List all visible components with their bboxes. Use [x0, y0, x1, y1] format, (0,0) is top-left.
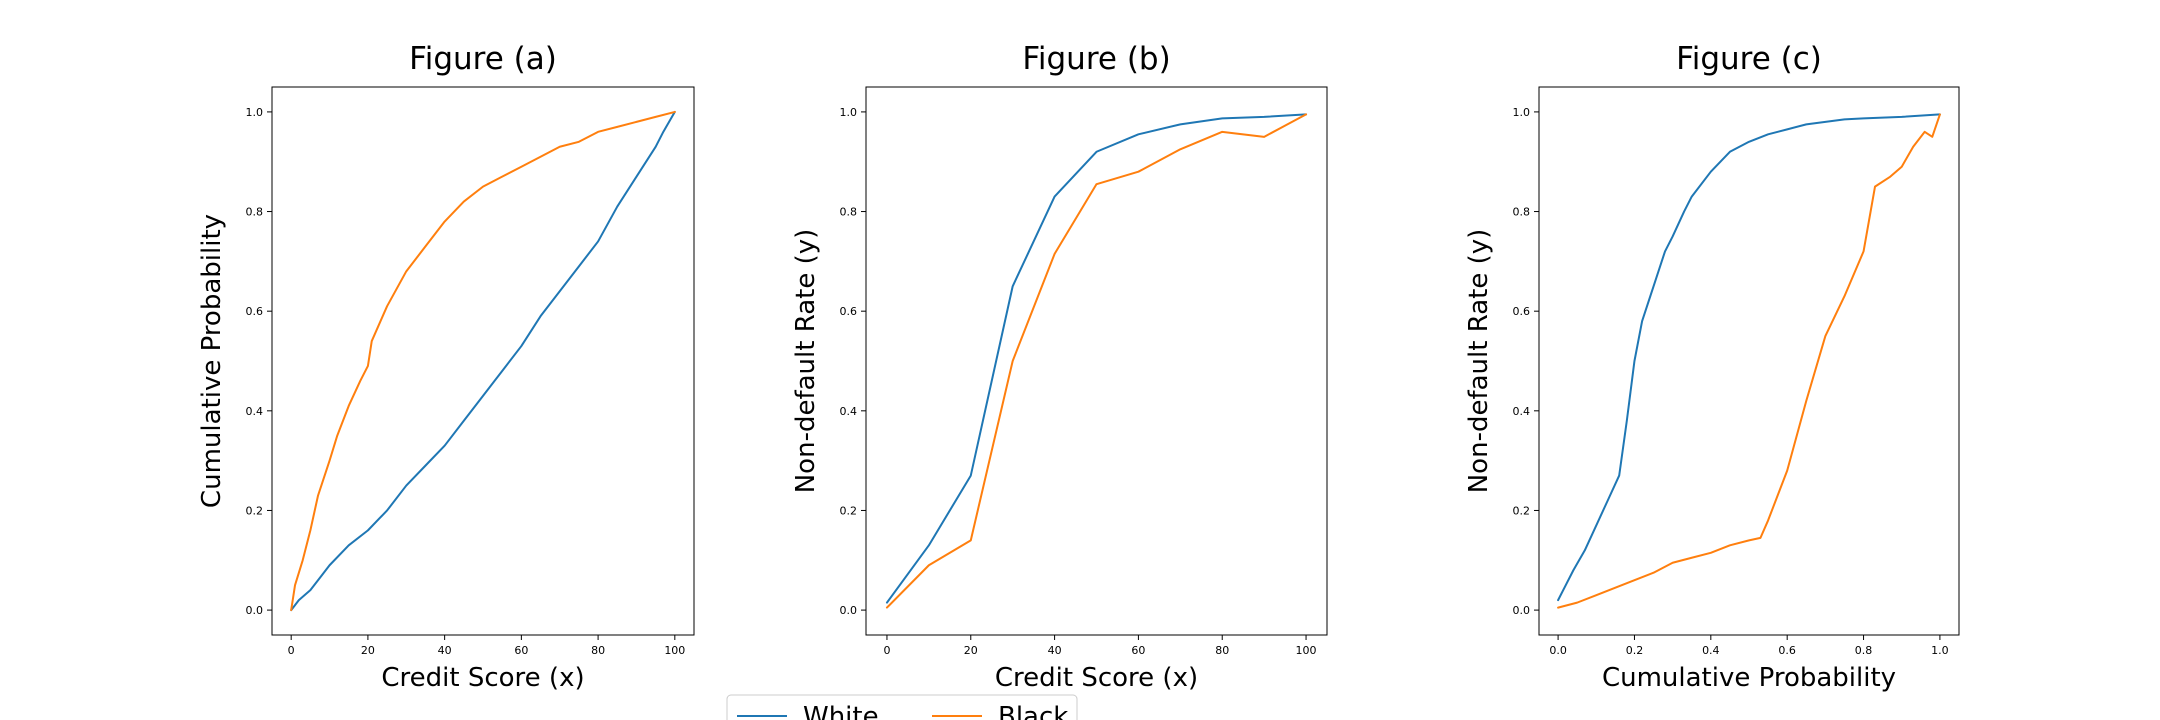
x-tick-label: 40: [1048, 644, 1062, 657]
y-tick-label: 0.4: [246, 405, 264, 418]
y-tick-label: 0.2: [1513, 504, 1531, 517]
x-tick-label: 1.0: [1931, 644, 1949, 657]
x-tick-label: 0.4: [1702, 644, 1720, 657]
y-tick-label: 0.6: [246, 305, 264, 318]
x-tick-label: 60: [514, 644, 528, 657]
plot-frame: [271, 86, 695, 636]
x-tick-label: 100: [1296, 644, 1317, 657]
x-tick-label: 0: [883, 644, 890, 657]
legend-box: [726, 694, 1078, 720]
chart-panel-2: Figure (b) 0 20 40 60 80 100 0.0 0.2 0.4 0.6 0.8 1.0…: [791, 41, 1328, 693]
plot-frame: [1538, 86, 1960, 636]
x-axis-label: Cumulative Probability: [1602, 663, 1896, 693]
legend: White Black: [726, 694, 1078, 720]
y-tick-label: 0.4: [1513, 405, 1531, 418]
y-tick-label: 1.0: [840, 106, 858, 119]
legend-label-black: Black: [998, 702, 1068, 720]
x-tick-label: 80: [591, 644, 605, 657]
series-line-white: [885, 113, 1308, 604]
chart-panel-1: Figure (a) 0 20 40 60 80 100 0.0 0.2 0.4 0.6 0.8 1.0…: [197, 41, 695, 693]
series-line-black: [290, 110, 676, 612]
y-tick-label: 1.0: [1513, 106, 1531, 119]
y-axis-label: Non-default Rate (y): [791, 229, 821, 494]
y-tick-label: 1.0: [246, 106, 264, 119]
y-tick-label: 0.2: [246, 504, 264, 517]
x-tick-label: 0.0: [1549, 644, 1567, 657]
y-tick-label: 0.8: [840, 206, 858, 219]
chart-title: Figure (a): [409, 41, 557, 77]
chart-title: Figure (c): [1676, 41, 1822, 77]
y-tick-label: 0.0: [1513, 604, 1531, 617]
x-tick-label: 100: [664, 644, 685, 657]
x-tick-label: 80: [1215, 644, 1229, 657]
x-tick-label: 20: [361, 644, 375, 657]
legend-label-white: White: [803, 702, 879, 720]
series-line-white: [1557, 113, 1941, 602]
chart-title: Figure (b): [1022, 41, 1170, 77]
y-tick-label: 0.6: [1513, 305, 1531, 318]
series-line-black: [885, 113, 1308, 609]
x-axis-label: Credit Score (x): [995, 663, 1198, 693]
x-tick-label: 20: [964, 644, 978, 657]
x-tick-label: 60: [1131, 644, 1145, 657]
x-tick-label: 0: [288, 644, 295, 657]
y-tick-label: 0.8: [1513, 206, 1531, 219]
y-tick-label: 0.8: [246, 206, 264, 219]
x-tick-label: 40: [438, 644, 452, 657]
x-tick-label: 0.8: [1855, 644, 1873, 657]
y-axis-label: Non-default Rate (y): [1464, 229, 1494, 494]
y-tick-label: 0.0: [246, 604, 264, 617]
y-tick-label: 0.2: [840, 504, 858, 517]
y-tick-label: 0.4: [840, 405, 858, 418]
y-axis-label: Cumulative Probability: [197, 214, 227, 508]
chart-panel-3: Figure (c) 0.0 0.2 0.4 0.6 0.8 1.0 0.0 0.2 0.4 0.6…: [1464, 41, 1960, 693]
x-tick-label: 0.2: [1626, 644, 1644, 657]
series-line-white: [290, 110, 676, 612]
series-line-black: [1557, 113, 1941, 609]
plot-frame: [865, 86, 1328, 636]
y-tick-label: 0.0: [840, 604, 858, 617]
x-axis-label: Credit Score (x): [381, 663, 584, 693]
y-tick-label: 0.6: [840, 305, 858, 318]
x-tick-label: 0.6: [1778, 644, 1796, 657]
